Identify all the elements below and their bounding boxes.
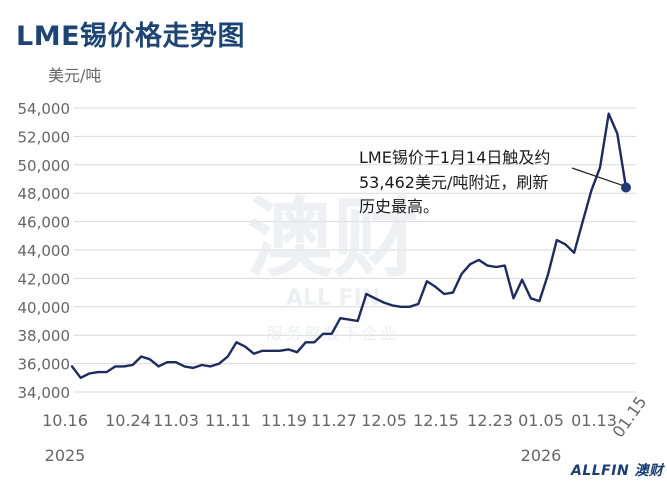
x-tick-label: 12.15 [413,411,459,430]
annotation-text: 53,462美元/吨附近，刷新 [359,173,548,192]
y-tick-label: 50,000 [18,157,71,175]
annotation-text: 历史最高。 [359,197,439,216]
y-tick-label: 40,000 [18,299,71,317]
x-tick-label: 01.05 [518,411,564,430]
y-tick-label: 34,000 [18,384,71,402]
x-tick-label: 12.05 [361,411,407,430]
series-group [70,112,631,379]
end-point-marker [621,182,631,193]
y-tick-label: 54,000 [18,100,71,118]
year-label: 2025 [45,446,86,465]
y-tick-label: 42,000 [18,270,71,288]
y-tick-label: 46,000 [18,214,71,232]
x-tick-label: 11.27 [311,411,357,430]
x-tick-label: 10.16 [42,411,88,430]
annotation-text: LME锡价于1月14日触及约 [359,148,550,167]
x-tick-label: 01.13 [571,411,617,430]
annotation-pointer [571,167,624,187]
y-tick-label: 48,000 [18,185,71,203]
series-line [70,112,628,379]
y-tick-label: 44,000 [18,242,71,260]
watermark-large: 澳财 [247,189,419,289]
brand-logo: ALLFIN 澳财 [571,463,664,479]
x-tick-label: 11.03 [153,411,199,430]
y-axis-label: 美元/吨 [48,66,101,85]
year-label: 2026 [521,446,562,465]
y-tick-label: 38,000 [18,327,71,345]
y-tick-label: 52,000 [18,128,71,146]
y-tick-label: 36,000 [18,356,71,374]
x-tick-label: 10.24 [105,411,151,430]
x-tick-label: 12.23 [467,411,513,430]
x-tick-label: 11.11 [205,411,251,430]
gridlines [74,107,636,393]
chart-title: LME锡价格走势图 [16,21,246,52]
x-tick-label: 11.19 [261,411,307,430]
